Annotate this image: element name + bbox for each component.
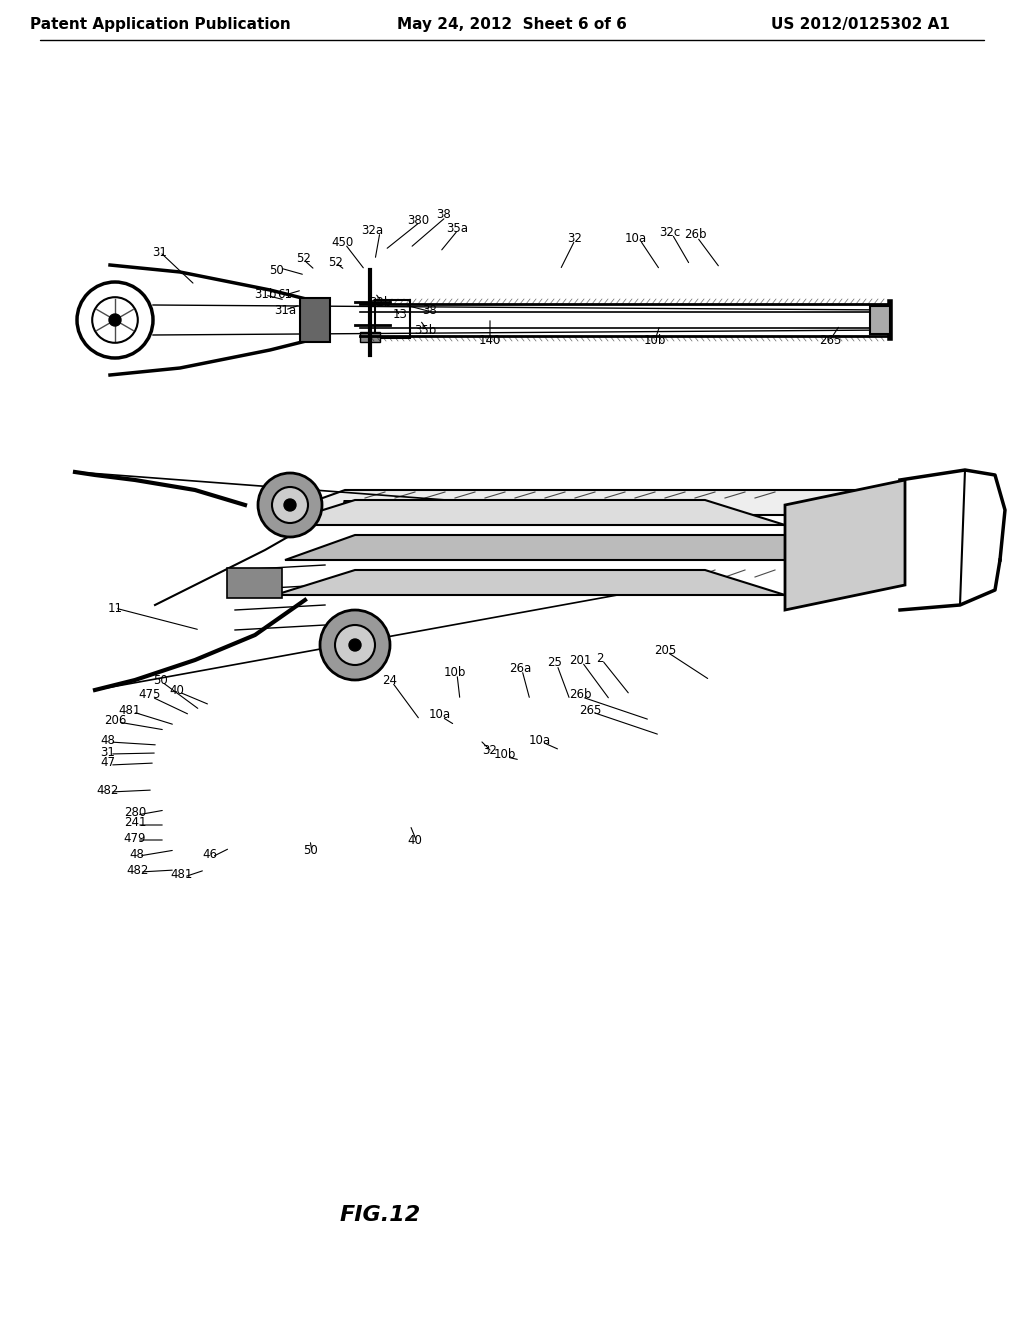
Text: Patent Application Publication: Patent Application Publication [30,17,291,33]
Text: 32: 32 [482,743,498,756]
Text: 32b: 32b [369,296,391,309]
Text: 25: 25 [548,656,562,669]
Bar [300,298,330,342]
Text: 50: 50 [153,673,167,686]
Text: 10b: 10b [644,334,667,346]
Polygon shape [275,490,855,515]
Text: 35a: 35a [446,222,468,235]
Text: 482: 482 [97,784,119,796]
Circle shape [258,473,322,537]
Text: 38: 38 [423,304,437,317]
Text: US 2012/0125302 A1: US 2012/0125302 A1 [771,17,949,33]
Text: 40: 40 [408,833,423,846]
Text: 11: 11 [108,602,123,615]
Text: 32a: 32a [360,223,383,236]
Text: 50: 50 [303,843,317,857]
Circle shape [335,624,375,665]
Text: 13: 13 [392,309,408,322]
Polygon shape [285,535,874,560]
Text: 206: 206 [103,714,126,726]
Text: 380: 380 [407,214,429,227]
Circle shape [349,639,361,651]
Text: 61: 61 [278,289,293,301]
Bar [375,300,410,338]
Text: 46: 46 [203,849,217,862]
Text: 26a: 26a [509,661,531,675]
Bar [870,306,890,334]
Text: 31a: 31a [274,304,296,317]
Text: 265: 265 [579,704,601,717]
Bar [360,333,380,342]
Bar [227,568,282,598]
Text: 450: 450 [331,235,353,248]
Text: 47: 47 [100,756,116,770]
Text: 482: 482 [127,863,150,876]
Text: 38: 38 [436,209,452,222]
Text: May 24, 2012  Sheet 6 of 6: May 24, 2012 Sheet 6 of 6 [397,17,627,33]
Circle shape [319,610,390,680]
Text: 481: 481 [171,869,194,882]
Text: 31b: 31b [254,289,276,301]
Polygon shape [275,500,785,525]
Text: 280: 280 [124,807,146,820]
Circle shape [284,499,296,511]
Text: 10b: 10b [494,748,516,762]
Text: 140: 140 [479,334,501,346]
Text: 31: 31 [153,246,168,259]
Text: 40: 40 [170,684,184,697]
Text: 50: 50 [268,264,284,276]
Text: 481: 481 [119,704,141,717]
Text: 479: 479 [124,832,146,845]
Text: 48: 48 [130,847,144,861]
Text: 10a: 10a [625,231,647,244]
Text: 475: 475 [139,689,161,701]
Text: FIG.12: FIG.12 [339,1205,421,1225]
Circle shape [272,487,308,523]
Text: 10a: 10a [529,734,551,747]
Text: FIG.11: FIG.11 [339,500,421,520]
Polygon shape [275,570,785,595]
Text: 10b: 10b [443,665,466,678]
Text: 201: 201 [568,653,591,667]
Text: 52: 52 [297,252,311,264]
Circle shape [109,314,121,326]
Text: 35b: 35b [414,323,436,337]
Text: 48: 48 [100,734,116,747]
Text: 2: 2 [596,652,604,664]
Text: 26b: 26b [684,228,707,242]
Text: 10a: 10a [429,709,451,722]
Text: 26b: 26b [568,689,591,701]
Text: 24: 24 [383,673,397,686]
Text: 241: 241 [124,817,146,829]
Text: 205: 205 [654,644,676,656]
Text: 31: 31 [100,746,116,759]
Text: 32c: 32c [659,226,681,239]
Text: 265: 265 [819,334,841,346]
Text: 52: 52 [329,256,343,268]
Text: 32: 32 [567,231,583,244]
Polygon shape [785,480,905,610]
